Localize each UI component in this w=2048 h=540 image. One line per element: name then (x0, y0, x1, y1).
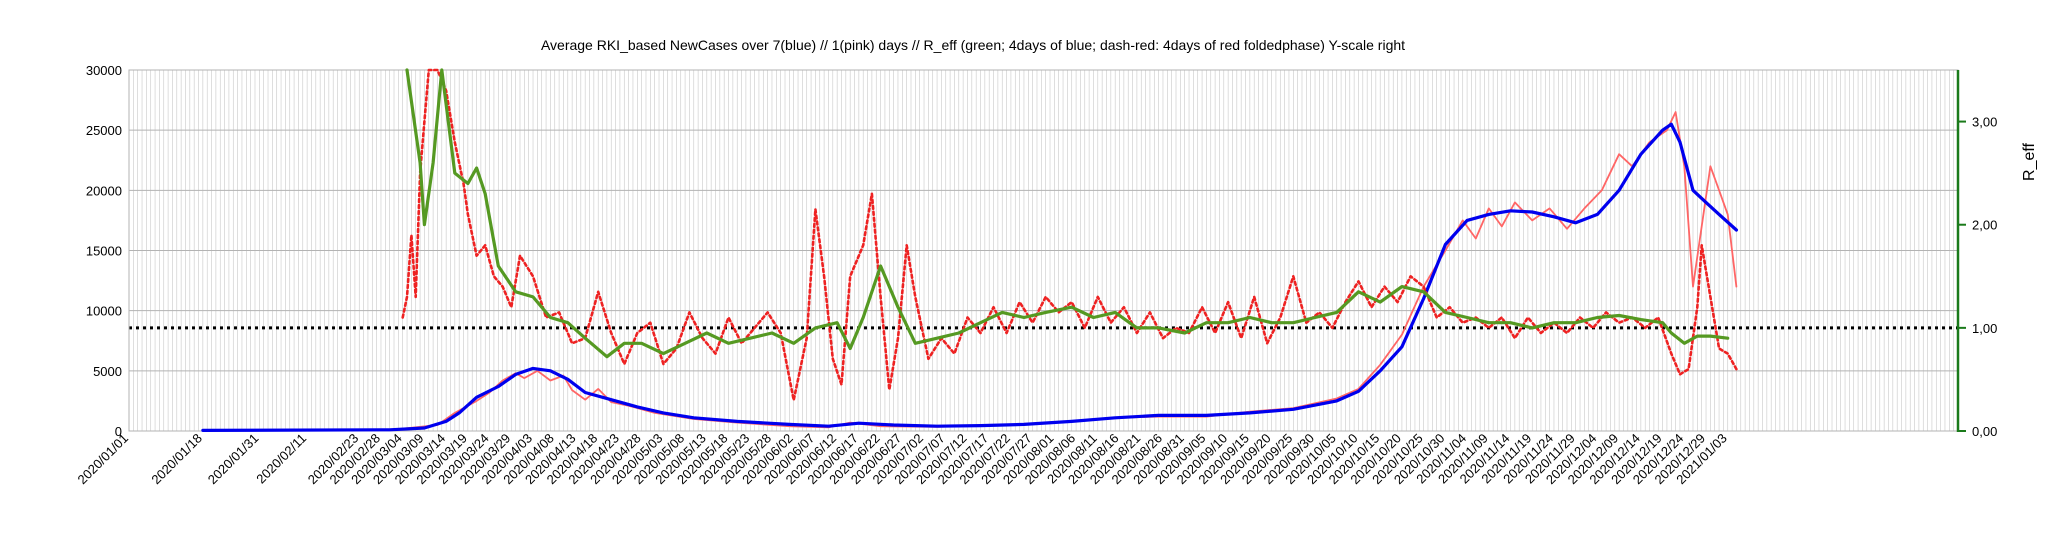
left-tick-label: 20000 (86, 183, 122, 198)
left-tick-label: 10000 (86, 304, 122, 319)
x-tick-label: 2020/02/11 (253, 430, 309, 486)
series-line-3 (405, 68, 1730, 359)
left-tick-label: 5000 (93, 364, 122, 379)
left-tick-label: 25000 (86, 123, 122, 138)
x-tick-label: 2020/01/31 (205, 430, 262, 487)
axes (128, 70, 1966, 432)
chart-title: Average RKI_based NewCases over 7(blue) … (541, 37, 1405, 53)
grid-lines (128, 69, 1959, 432)
right-axis-title: R_eff (2021, 142, 2038, 181)
right-tick-label: 0,00 (1972, 424, 1997, 439)
right-tick-label: 2,00 (1972, 218, 1997, 233)
left-tick-label: 15000 (86, 244, 122, 259)
x-tick-label: 2020/01/01 (74, 431, 131, 488)
series-line-1 (201, 122, 1738, 432)
right-tick-label: 3,00 (1972, 115, 1997, 130)
right-tick-label: 1,00 (1972, 321, 1997, 336)
x-tick-label: 2020/01/18 (148, 431, 205, 488)
left-tick-label: 0 (115, 424, 122, 439)
series-lines (201, 68, 1738, 432)
series-line-4 (401, 68, 1738, 402)
left-tick-label: 30000 (86, 63, 122, 78)
tick-labels: 0 5000 10000 15000 20000 25000 30000 0,00 1,00 2,… (74, 63, 1997, 487)
